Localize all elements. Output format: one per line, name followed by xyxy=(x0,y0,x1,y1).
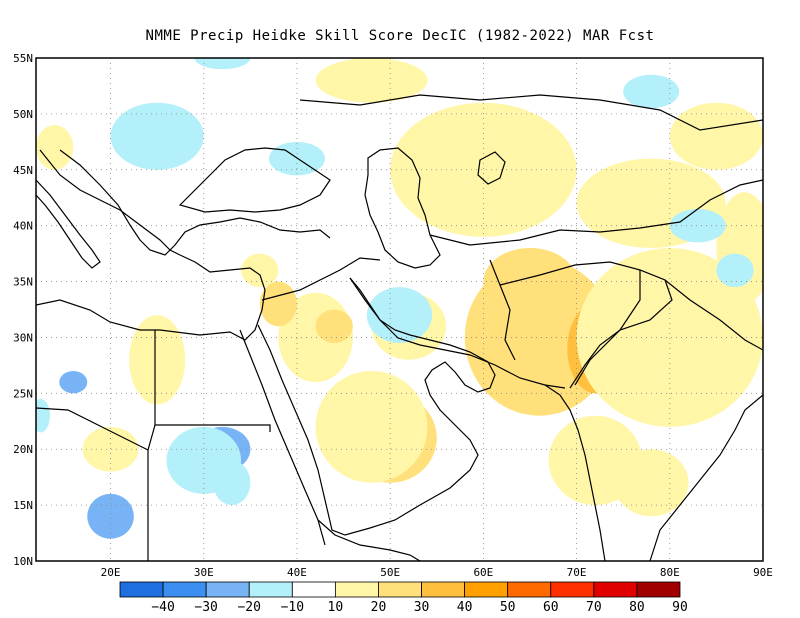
border-india-pakistan xyxy=(574,270,641,386)
colorbar-label: 20 xyxy=(371,600,387,615)
border-iraq-syria xyxy=(261,257,381,301)
colorbar-swatch xyxy=(550,581,595,598)
skill-region-33 xyxy=(194,58,251,70)
latitude-tick-labels: 10N 15N 20N 25N 30N 35N 40N 45N 50N 55N xyxy=(13,52,33,568)
skill-region-9 xyxy=(241,253,279,288)
skill-region-18 xyxy=(315,309,353,344)
colorbar-swatch xyxy=(636,581,681,598)
colorbar-swatch xyxy=(507,581,552,598)
skill-region-11 xyxy=(390,102,577,237)
border-iran-afghanistan xyxy=(489,259,516,361)
border-libya-egypt xyxy=(154,330,271,432)
skill-region-35 xyxy=(716,253,754,288)
border-kazakhstan-russia xyxy=(299,94,763,131)
skill-region-31 xyxy=(110,102,204,170)
colorbar-swatch xyxy=(162,581,207,598)
coastline-aral-sea xyxy=(477,151,506,185)
colorbar-label: 70 xyxy=(586,600,602,615)
skill-region-23 xyxy=(669,102,763,170)
lat-tick-label: 55N xyxy=(13,52,33,65)
skill-region-36 xyxy=(36,398,50,433)
colorbar-swatch xyxy=(334,581,379,598)
lon-tick-label: 60E xyxy=(473,566,493,579)
colorbar-swatch xyxy=(421,581,466,598)
skill-region-4 xyxy=(483,248,577,316)
skill-region-26 xyxy=(213,460,251,506)
colorbar-label: 80 xyxy=(629,600,645,615)
coastline-arabian-peninsula xyxy=(257,277,496,536)
lon-tick-label: 70E xyxy=(567,566,587,579)
lat-tick-label: 30N xyxy=(13,331,33,344)
colorbar-label: 30 xyxy=(414,600,430,615)
coastline-mediterranean xyxy=(36,149,266,341)
skill-region-16 xyxy=(36,125,74,170)
border-algeria-libya xyxy=(36,407,149,451)
skill-region-27 xyxy=(87,493,134,539)
border-afghanistan-pakistan xyxy=(499,261,673,389)
longitude-tick-labels: 20E 30E 40E 50E 60E 70E 80E 90E xyxy=(101,566,773,579)
skill-region-12 xyxy=(315,58,428,103)
skill-region-30 xyxy=(366,287,433,344)
colorbar-swatch xyxy=(593,581,638,598)
coastline-horn-of-africa xyxy=(317,519,421,561)
coastline-black-sea xyxy=(178,147,331,213)
skill-region-37 xyxy=(623,74,680,109)
lon-tick-label: 80E xyxy=(660,566,680,579)
border-himalaya xyxy=(664,279,763,351)
colorbar-label: −20 xyxy=(237,600,260,615)
lat-tick-label: 25N xyxy=(13,387,33,400)
skill-region-21 xyxy=(613,449,689,517)
lat-tick-label: 20N xyxy=(13,443,33,456)
colorbar-swatch xyxy=(291,581,336,598)
colorbar-swatch xyxy=(119,581,164,598)
lon-tick-label: 30E xyxy=(194,566,214,579)
skill-region-28 xyxy=(59,370,88,394)
colorbar-label: 90 xyxy=(672,600,688,615)
coastlines-and-borders xyxy=(36,94,763,561)
colorbar-swatch xyxy=(248,581,293,598)
border-central-asia xyxy=(429,179,763,246)
lon-tick-label: 20E xyxy=(101,566,121,579)
skill-fill-layer xyxy=(36,58,763,539)
colorbar-label: −10 xyxy=(281,600,304,615)
lat-tick-label: 45N xyxy=(13,164,33,177)
colorbar-label: −30 xyxy=(194,600,217,615)
coastline-red-sea-west xyxy=(239,329,326,546)
coastline-italy xyxy=(36,179,101,269)
skill-region-15 xyxy=(129,315,186,405)
lat-tick-label: 40N xyxy=(13,220,33,233)
colorbar-swatch xyxy=(464,581,509,598)
colorbar-label: 40 xyxy=(457,600,473,615)
colorbar-legend: −40 −30 −20 −10 10 20 30 40 50 60 70 80 90 xyxy=(119,581,688,615)
colorbar-swatch xyxy=(378,581,422,598)
skill-region-6 xyxy=(315,370,428,483)
skill-region-22 xyxy=(651,348,726,416)
lat-tick-label: 15N xyxy=(13,499,33,512)
coastline-iran-south xyxy=(349,277,566,389)
map-title: NMME Precip Heidke Skill Score DecIC (19… xyxy=(145,28,655,44)
coastline-caspian-sea xyxy=(364,147,441,269)
skill-region-34 xyxy=(669,208,726,243)
skill-region-8 xyxy=(259,281,297,327)
colorbar-swatch xyxy=(205,581,250,598)
lon-tick-label: 50E xyxy=(380,566,400,579)
coastline-india-east xyxy=(649,394,763,561)
colorbar-label: 10 xyxy=(328,600,344,615)
lat-tick-label: 35N xyxy=(13,276,33,289)
lat-lon-gridlines xyxy=(36,58,763,561)
coastline-india xyxy=(544,384,606,561)
lat-tick-label: 10N xyxy=(13,555,33,568)
colorbar-label: −40 xyxy=(151,600,174,615)
plot-frame xyxy=(35,57,764,562)
coastline-adriatic-greece xyxy=(59,149,331,256)
colorbar-label: 50 xyxy=(500,600,516,615)
lon-tick-label: 90E xyxy=(753,566,773,579)
colorbar-label: 60 xyxy=(543,600,559,615)
skill-region-14 xyxy=(716,192,763,304)
lon-tick-label: 40E xyxy=(287,566,307,579)
lat-tick-label: 50N xyxy=(13,108,33,121)
